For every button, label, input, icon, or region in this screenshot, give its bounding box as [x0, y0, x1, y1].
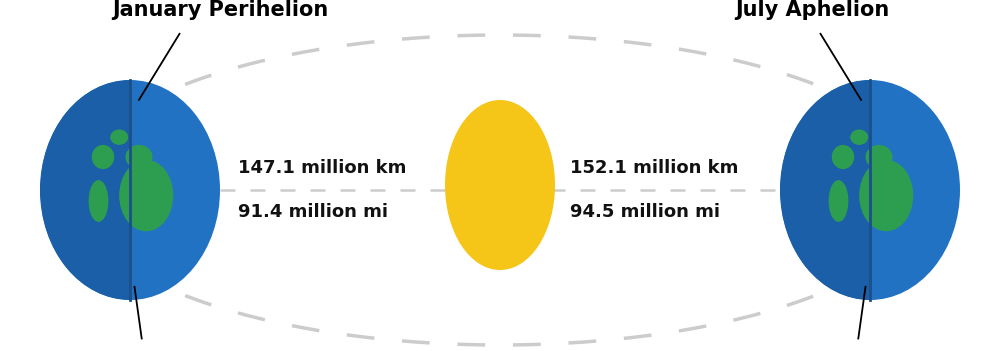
Ellipse shape	[780, 80, 960, 300]
Ellipse shape	[110, 130, 128, 145]
Ellipse shape	[40, 80, 220, 300]
Ellipse shape	[445, 100, 555, 270]
Ellipse shape	[866, 145, 893, 169]
Ellipse shape	[126, 145, 152, 169]
Text: 91.4 million mi: 91.4 million mi	[238, 203, 388, 221]
Text: 94.5 million mi: 94.5 million mi	[570, 203, 720, 221]
Ellipse shape	[92, 145, 114, 169]
Ellipse shape	[850, 130, 868, 145]
Text: 152.1 million km: 152.1 million km	[570, 159, 738, 177]
Ellipse shape	[832, 145, 854, 169]
Text: 147.1 million km: 147.1 million km	[238, 159, 406, 177]
Ellipse shape	[859, 160, 913, 231]
Polygon shape	[780, 80, 870, 300]
Ellipse shape	[829, 180, 848, 222]
Ellipse shape	[89, 180, 108, 222]
Text: January Perihelion: January Perihelion	[112, 0, 328, 20]
Ellipse shape	[119, 160, 173, 231]
Polygon shape	[40, 80, 130, 300]
Text: July Aphelion: July Aphelion	[735, 0, 889, 20]
